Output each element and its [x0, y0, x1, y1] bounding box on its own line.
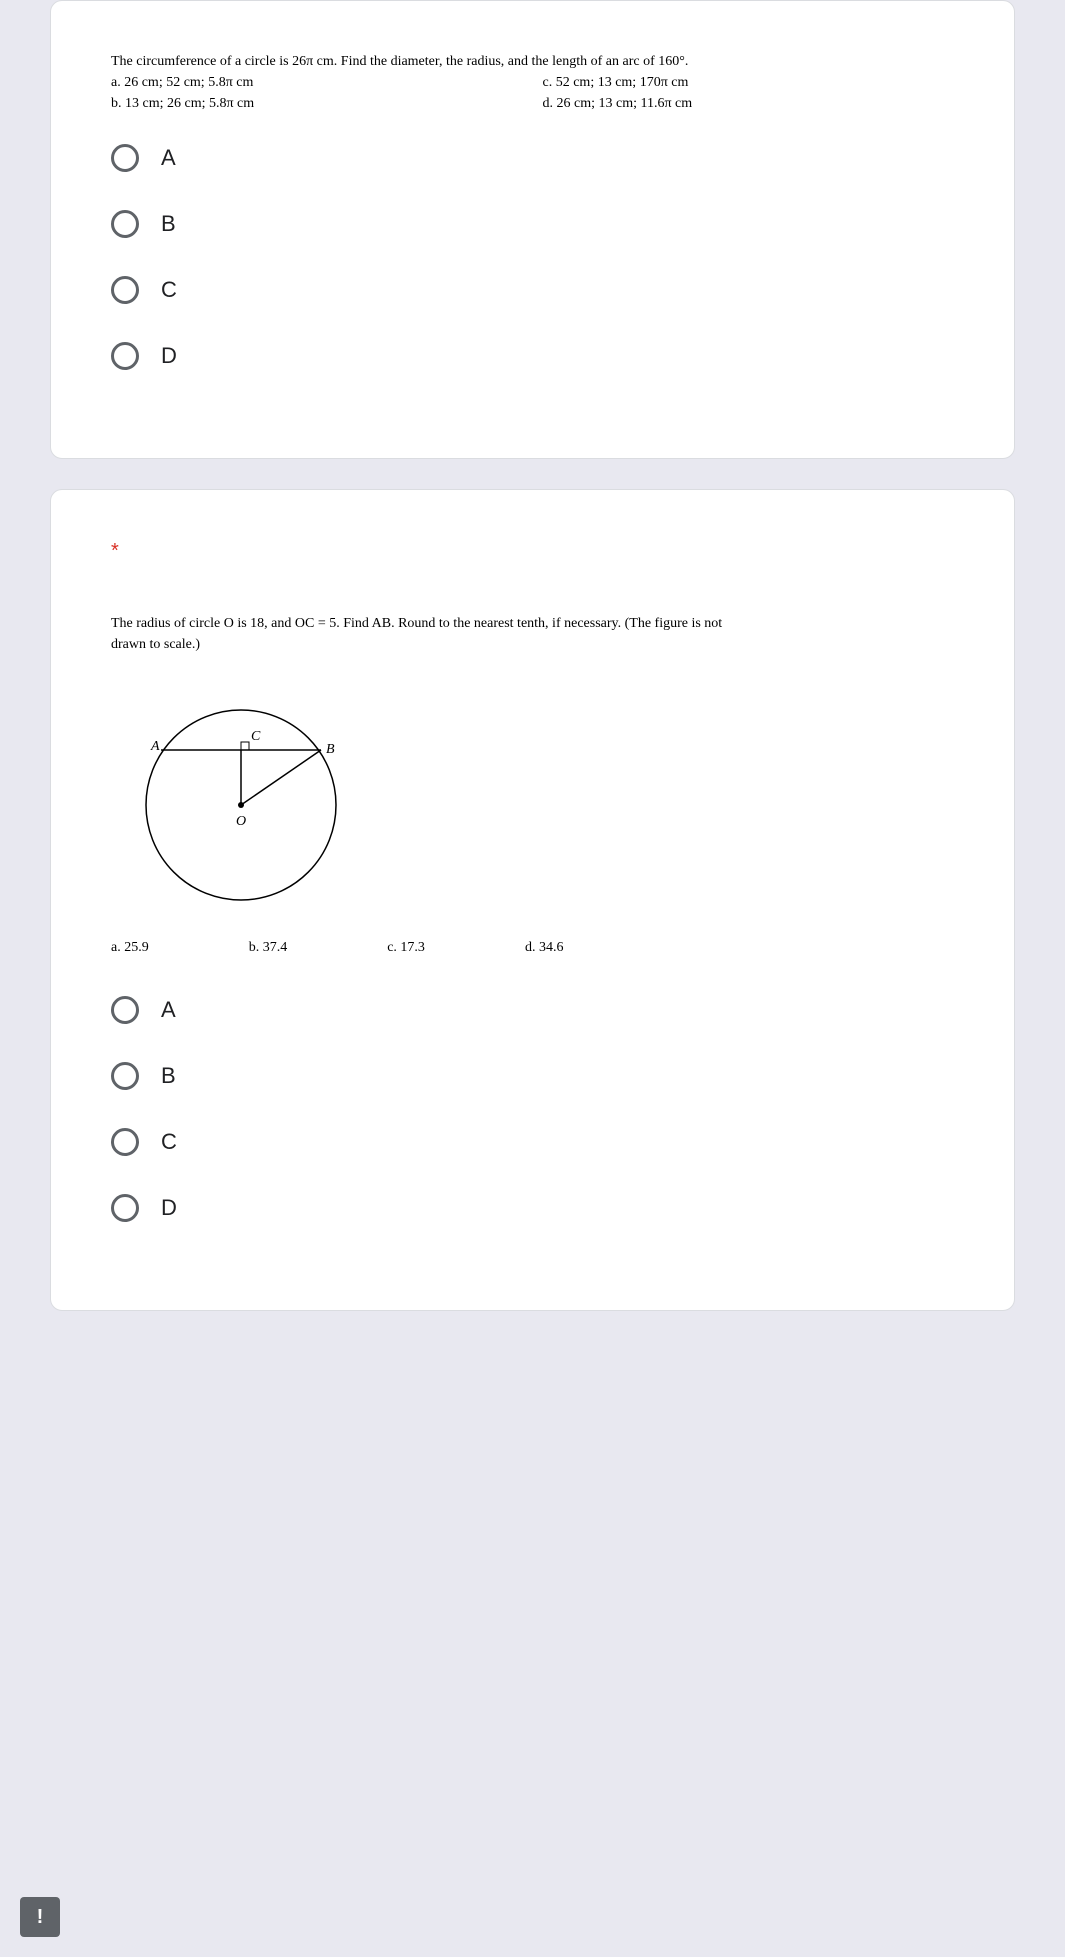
radio-circle-icon [111, 276, 139, 304]
radio-label-d: D [161, 343, 177, 369]
right-angle-mark [241, 742, 249, 750]
radio-option-d-q2[interactable]: D [111, 1194, 974, 1222]
radio-circle-icon [111, 342, 139, 370]
q2-answer-b: b. 37.4 [249, 940, 288, 956]
label-o: O [236, 814, 246, 829]
q1-options-row: a. 26 cm; 52 cm; 5.8π cm b. 13 cm; 26 cm… [111, 72, 974, 114]
radio-circle-icon [111, 210, 139, 238]
radio-label-b: B [161, 211, 176, 237]
q1-option-d: d. 26 cm; 13 cm; 11.6π cm [543, 93, 975, 114]
label-b: B [326, 742, 335, 757]
radio-option-d[interactable]: D [111, 342, 974, 370]
radio-option-a-q2[interactable]: A [111, 996, 974, 1024]
q2-answer-c: c. 17.3 [387, 940, 425, 956]
report-button[interactable]: ! [20, 1897, 60, 1937]
label-c: C [251, 729, 261, 744]
exclamation-icon: ! [37, 1906, 44, 1929]
question-card-1: The circumference of a circle is 26π cm.… [50, 0, 1015, 459]
radio-circle-icon [111, 1128, 139, 1156]
circle-diagram: A B C O [111, 685, 974, 910]
radio-label-c-q2: C [161, 1129, 177, 1155]
radio-option-c[interactable]: C [111, 276, 974, 304]
radio-option-b[interactable]: B [111, 210, 974, 238]
q2-answer-d: d. 34.6 [525, 940, 564, 956]
radio-circle-icon [111, 1062, 139, 1090]
required-indicator: * [111, 540, 974, 563]
question-card-2: * The radius of circle O is 18, and OC =… [50, 489, 1015, 1311]
q2-answer-a: a. 25.9 [111, 940, 149, 956]
question-1-text: The circumference of a circle is 26π cm.… [111, 51, 974, 114]
radio-circle-icon [111, 1194, 139, 1222]
q1-option-c: c. 52 cm; 13 cm; 170π cm [543, 72, 975, 93]
radio-label-d-q2: D [161, 1195, 177, 1221]
q2-prompt-line1: The radius of circle O is 18, and OC = 5… [111, 613, 974, 634]
line-ob [241, 750, 321, 805]
q1-options-right: c. 52 cm; 13 cm; 170π cm d. 26 cm; 13 cm… [543, 72, 975, 114]
circle-svg: A B C O [111, 685, 371, 905]
q2-answers: a. 25.9 b. 37.4 c. 17.3 d. 34.6 [111, 940, 974, 956]
radio-option-b-q2[interactable]: B [111, 1062, 974, 1090]
q1-prompt: The circumference of a circle is 26π cm.… [111, 51, 974, 72]
q1-options-left: a. 26 cm; 52 cm; 5.8π cm b. 13 cm; 26 cm… [111, 72, 543, 114]
radio-option-c-q2[interactable]: C [111, 1128, 974, 1156]
question-2-text: The radius of circle O is 18, and OC = 5… [111, 613, 974, 655]
radio-circle-icon [111, 144, 139, 172]
radio-circle-icon [111, 996, 139, 1024]
center-point [238, 802, 244, 808]
q1-option-a: a. 26 cm; 52 cm; 5.8π cm [111, 72, 543, 93]
q1-option-b: b. 13 cm; 26 cm; 5.8π cm [111, 93, 543, 114]
radio-label-c: C [161, 277, 177, 303]
radio-label-b-q2: B [161, 1063, 176, 1089]
q2-prompt-line2: drawn to scale.) [111, 634, 974, 655]
radio-label-a-q2: A [161, 997, 176, 1023]
label-a: A [150, 739, 160, 754]
radio-option-a[interactable]: A [111, 144, 974, 172]
radio-label-a: A [161, 145, 176, 171]
